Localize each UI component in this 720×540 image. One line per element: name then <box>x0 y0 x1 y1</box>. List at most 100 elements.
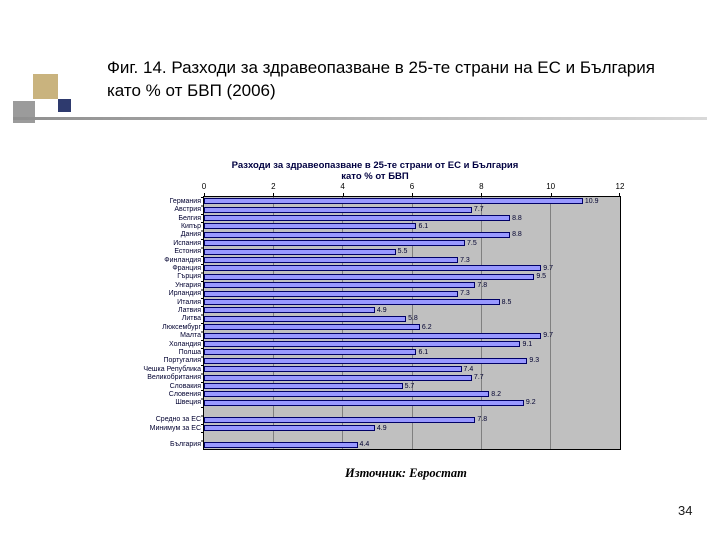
value-label: 5.5 <box>397 248 408 256</box>
bar <box>204 315 407 322</box>
bar <box>204 299 500 305</box>
category-label: Словакия <box>169 382 201 390</box>
gridline <box>411 197 413 449</box>
category-label: Чешка Република <box>143 365 201 373</box>
value-label: 8.5 <box>501 298 512 306</box>
value-label: 7.7 <box>473 374 484 382</box>
category-label: Ирландия <box>168 290 201 298</box>
value-label: 6.1 <box>418 222 429 230</box>
chart-title-line1: Разходи за здравеопазване в 25-те страни… <box>231 160 519 171</box>
gridline <box>272 197 274 449</box>
bar <box>204 240 465 247</box>
value-label: 9.7 <box>543 264 553 272</box>
x-axis-tickmark <box>273 193 275 197</box>
bar <box>204 257 459 263</box>
chart-title-line2: като % от БВП <box>341 171 409 182</box>
bar <box>204 374 472 381</box>
value-label: 9.7 <box>543 332 553 340</box>
value-label: 8.8 <box>512 231 522 239</box>
category-label: Швеция <box>175 399 201 407</box>
value-label: 7.5 <box>467 239 477 247</box>
gridline <box>342 197 344 449</box>
category-label: България <box>170 441 201 449</box>
value-label: 4.9 <box>376 306 387 314</box>
value-label: 6.1 <box>418 348 429 356</box>
bar <box>204 324 420 331</box>
category-label: Естония <box>174 248 201 256</box>
bar <box>204 441 358 448</box>
x-axis-tick-label: 0 <box>201 182 207 191</box>
category-label: Австрия <box>174 206 201 214</box>
x-axis-tick-label: 12 <box>615 182 625 191</box>
bar <box>204 273 535 280</box>
gridline <box>480 197 482 449</box>
x-axis-tick-label: 8 <box>479 182 484 191</box>
x-axis-tickmark <box>619 193 620 197</box>
category-label: Кипър <box>180 222 201 230</box>
bar <box>204 290 459 297</box>
bar <box>204 215 511 221</box>
value-label: 5.8 <box>408 315 418 323</box>
category-label: Финландия <box>164 256 201 264</box>
category-label: Белгия <box>178 214 201 222</box>
x-axis-tickmark <box>481 193 483 197</box>
bar <box>204 307 375 314</box>
bar <box>204 282 476 289</box>
chart-plot-area: 0 2 4 6 8 10 12 Германия 10.9 Австрия 7.7 Белгия 8.8… <box>143 182 624 450</box>
value-label: 7.3 <box>460 256 470 264</box>
category-label: Минимум за ЕС <box>149 424 201 432</box>
x-axis-tickmark <box>342 193 344 197</box>
bar <box>204 383 403 389</box>
value-label: 6.2 <box>421 323 432 331</box>
bar <box>204 248 396 255</box>
slide-title: Фиг. 14. Разходи за здравеопазване в 25-… <box>107 58 655 100</box>
bar <box>204 399 524 406</box>
bar <box>204 198 583 205</box>
value-label: 9.3 <box>529 357 540 365</box>
bar <box>204 341 521 347</box>
x-axis-tickmark <box>550 193 552 197</box>
value-label: 9.1 <box>522 340 533 348</box>
category-label: Литва <box>181 315 201 323</box>
category-label: Холандия <box>169 340 201 348</box>
category-label: Дания <box>180 231 201 239</box>
value-label: 8.8 <box>512 214 522 222</box>
value-label: 9.2 <box>525 399 536 407</box>
decorative-horizontal-rule <box>13 117 707 120</box>
value-label: 7.4 <box>463 365 474 373</box>
category-label: Полша <box>178 348 201 356</box>
category-label: Люксембург <box>162 323 201 331</box>
value-label: 4.4 <box>359 441 370 449</box>
value-label: 10.9 <box>584 197 599 205</box>
x-axis-tick-label: 10 <box>546 182 556 191</box>
source-note: Източник: Евростат <box>345 466 467 480</box>
decorative-square-tan <box>33 74 58 99</box>
bar <box>204 332 542 339</box>
bar <box>204 206 472 213</box>
value-label: 7.8 <box>477 281 488 289</box>
category-label: Германия <box>169 197 201 205</box>
category-label: Испания <box>173 239 201 247</box>
category-label: Гърция <box>177 273 201 281</box>
bar <box>204 366 462 373</box>
bar <box>204 265 542 272</box>
category-label: Италия <box>177 298 201 306</box>
value-label: 7.8 <box>477 416 488 424</box>
bar <box>204 391 490 398</box>
value-label: 4.9 <box>376 424 387 432</box>
category-label: Унгария <box>175 281 201 289</box>
value-label: 7.7 <box>473 206 484 214</box>
category-label: Франция <box>172 264 201 272</box>
category-label: Латвия <box>178 306 201 314</box>
category-label: Словения <box>168 390 201 398</box>
bar <box>204 357 528 364</box>
bar <box>204 223 417 230</box>
x-axis-tick-label: 2 <box>271 182 276 191</box>
chart-title: Разходи за здравеопазване в 25-те страни… <box>125 160 625 182</box>
gridline <box>550 197 552 449</box>
decorative-square-navy <box>58 99 71 112</box>
value-label: 8.2 <box>491 390 501 398</box>
category-label: Средно за ЕС <box>155 416 201 424</box>
bar-chart: Разходи за здравеопазване в 25-те страни… <box>125 152 625 454</box>
